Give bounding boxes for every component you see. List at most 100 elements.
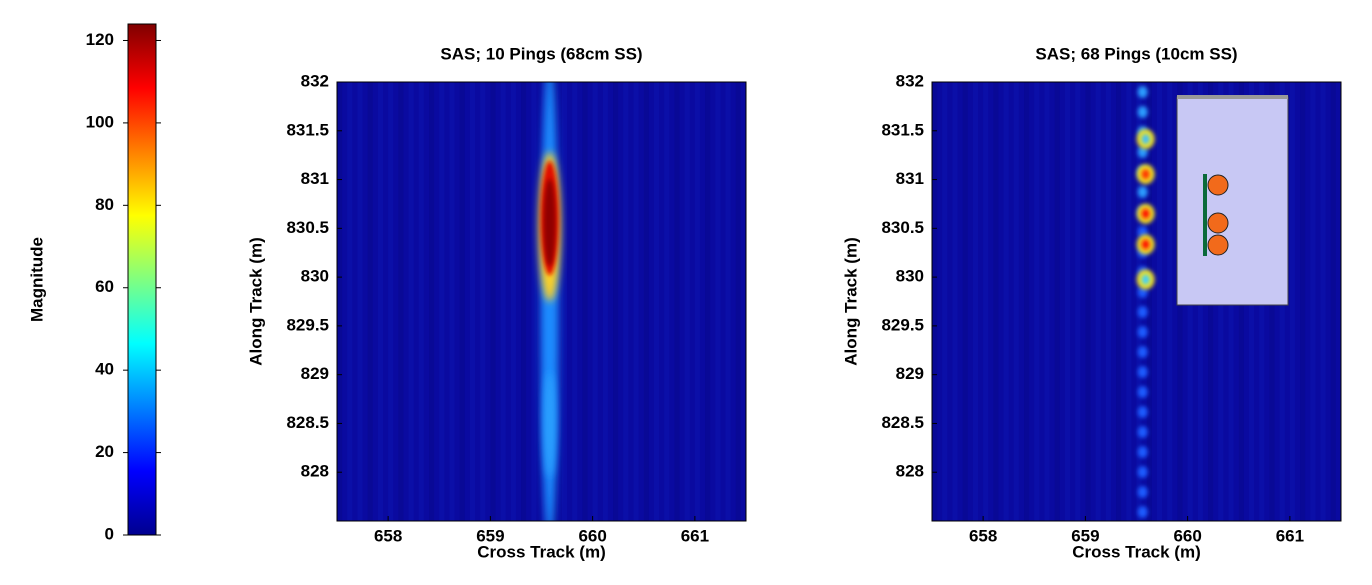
inset-bar <box>1203 174 1207 256</box>
texture <box>962 82 968 521</box>
hotspot <box>1141 208 1150 219</box>
texture <box>408 82 414 521</box>
x-tick-label: 658 <box>374 526 402 545</box>
y-axis-label: Along Track (m) <box>246 237 265 365</box>
texture <box>490 82 496 521</box>
texture <box>1320 82 1326 521</box>
texture <box>449 82 455 521</box>
texture <box>1289 82 1295 521</box>
texture <box>1156 82 1163 521</box>
texture <box>1013 82 1019 521</box>
y-tick-label: 829.5 <box>881 315 924 334</box>
texture <box>664 82 670 521</box>
y-tick-label: 828 <box>896 462 924 481</box>
hotspot <box>1141 134 1150 145</box>
texture <box>561 82 568 521</box>
y-tick-label: 80 <box>95 195 114 214</box>
y-tick-label: 830.5 <box>881 218 924 237</box>
texture <box>357 82 363 521</box>
texture <box>633 82 639 521</box>
texture <box>439 82 445 521</box>
title-box <box>275 38 794 70</box>
texture <box>1095 82 1101 521</box>
y-tick-label: 828.5 <box>286 413 329 432</box>
texture <box>1136 82 1142 521</box>
texture <box>932 82 938 521</box>
texture <box>993 82 999 521</box>
y-tick-label: 831.5 <box>286 120 329 139</box>
texture <box>653 82 660 521</box>
x-tick-label: 660 <box>1173 526 1201 545</box>
texture <box>1146 82 1152 521</box>
texture <box>1167 82 1173 521</box>
texture <box>347 82 353 521</box>
texture <box>972 82 979 521</box>
inset <box>1176 96 1289 306</box>
texture <box>674 82 680 521</box>
texture <box>1085 82 1091 521</box>
streak <box>543 178 556 267</box>
y-tick-label: 60 <box>95 277 114 296</box>
y-tick-label: 830 <box>301 267 329 286</box>
speckle <box>1137 306 1148 318</box>
colorbar-label: Magnitude <box>27 237 46 322</box>
texture <box>337 82 343 521</box>
texture <box>377 82 384 521</box>
y-tick-label: 831.5 <box>881 120 924 139</box>
y-tick-label: 120 <box>86 30 114 49</box>
texture <box>1034 82 1040 521</box>
texture <box>1064 82 1071 521</box>
texture <box>1310 82 1316 521</box>
texture <box>1003 82 1009 521</box>
y-tick-label: 831 <box>896 169 924 188</box>
texture <box>715 82 721 521</box>
chart-title: SAS; 68 Pings (10cm SS) <box>1035 44 1237 63</box>
hotspot <box>1141 169 1150 180</box>
texture <box>705 82 711 521</box>
y-tick-label: 20 <box>95 442 114 461</box>
texture <box>1126 82 1132 521</box>
texture <box>725 82 731 521</box>
hotspot <box>1141 239 1150 250</box>
speckle <box>1137 446 1148 458</box>
y-tick-label: 829 <box>896 364 924 383</box>
x-tick-label: 658 <box>969 526 997 545</box>
y-tick-label: 40 <box>95 360 114 379</box>
speckle <box>1137 466 1148 478</box>
texture <box>952 82 958 521</box>
speckle <box>1137 326 1148 338</box>
texture <box>1116 82 1122 521</box>
y-tick-label: 830 <box>896 267 924 286</box>
texture <box>418 82 424 521</box>
texture <box>983 82 989 521</box>
speckle <box>1137 406 1148 418</box>
x-tick-label: 659 <box>476 526 504 545</box>
texture <box>1054 82 1060 521</box>
speckle <box>1137 86 1148 98</box>
texture <box>592 82 598 521</box>
texture <box>1330 82 1336 521</box>
texture <box>510 82 516 521</box>
speckle <box>1137 186 1148 198</box>
texture <box>1105 82 1111 521</box>
speckle <box>1137 346 1148 358</box>
speckle <box>1137 486 1148 498</box>
texture <box>694 82 700 521</box>
x-tick-label: 661 <box>1276 526 1304 545</box>
texture <box>469 82 476 521</box>
x-tick-label: 659 <box>1071 526 1099 545</box>
y-tick-label: 829 <box>301 364 329 383</box>
y-tick-label: 830.5 <box>286 218 329 237</box>
texture <box>1300 82 1306 521</box>
speckle <box>1137 386 1148 398</box>
texture <box>613 82 619 521</box>
y-tick-label: 829.5 <box>286 315 329 334</box>
inset-top <box>1177 95 1288 99</box>
x-tick-label: 661 <box>681 526 709 545</box>
texture <box>1075 82 1081 521</box>
y-tick-label: 828 <box>301 462 329 481</box>
texture <box>480 82 486 521</box>
texture <box>459 82 465 521</box>
x-axis-label: Cross Track (m) <box>1072 542 1201 561</box>
